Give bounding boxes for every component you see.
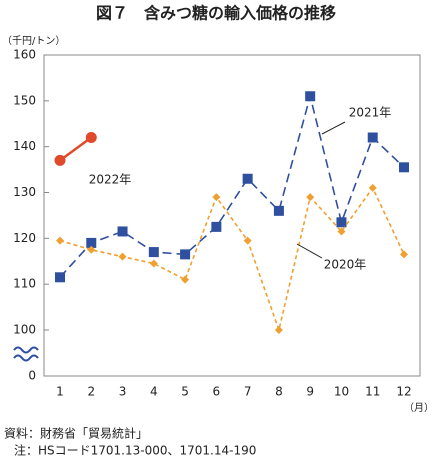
marker: [86, 237, 97, 248]
marker: [211, 221, 222, 232]
x-tick-label: 12: [396, 385, 411, 399]
leader-line: [296, 243, 323, 259]
marker: [148, 247, 159, 258]
y-unit: （千円/トン）: [2, 35, 65, 47]
marker: [305, 91, 316, 102]
x-tick-label: 10: [334, 385, 349, 399]
series-label: 2022年: [89, 173, 132, 187]
marker: [273, 205, 284, 216]
note: 注：HSコード1701.13-000、1701.14-190: [14, 443, 256, 458]
series-line: [59, 186, 405, 333]
y-tick-label: 150: [13, 93, 36, 107]
marker: [56, 236, 64, 245]
x-tick-label: 3: [119, 385, 127, 399]
marker: [243, 236, 252, 245]
x-unit: （月）: [404, 402, 432, 414]
marker: [274, 326, 283, 334]
marker: [85, 132, 97, 143]
marker: [399, 162, 409, 173]
marker: [180, 249, 191, 260]
marker: [55, 272, 65, 283]
leader-line: [321, 121, 346, 135]
source: 資料：財務省「貿易統計」: [4, 426, 148, 441]
x-tick-label: 2: [87, 385, 95, 399]
series-label: 2021年: [349, 106, 392, 120]
y-tick-label: 0: [28, 369, 36, 383]
y-tick-label: 120: [13, 231, 36, 245]
marker: [242, 173, 253, 184]
marker: [181, 275, 190, 284]
y-tick-label: 110: [13, 277, 36, 291]
marker: [337, 227, 346, 236]
y-tick-label: 100: [13, 323, 36, 337]
x-tick-label: 6: [213, 385, 221, 399]
x-tick-label: 1: [56, 385, 64, 399]
axis-break: [13, 343, 42, 365]
marker: [118, 252, 127, 261]
x-tick-label: 8: [275, 385, 283, 399]
y-tick-label: 130: [13, 185, 36, 199]
marker: [368, 183, 377, 192]
series-label: 2020年: [324, 258, 367, 272]
x-tick-label: 5: [181, 385, 189, 399]
marker: [149, 259, 158, 268]
y-tick-label: 160: [13, 48, 36, 62]
marker: [306, 193, 315, 202]
series-line: [59, 136, 93, 162]
marker: [87, 245, 96, 254]
plot-frame: [43, 54, 421, 377]
x-tick-label: 11: [365, 385, 380, 399]
marker: [367, 132, 378, 143]
x-tick-label: 4: [150, 385, 158, 399]
series-line: [59, 93, 405, 278]
x-tick-label: 7: [244, 385, 252, 399]
marker: [54, 154, 66, 166]
x-tick-label: 9: [306, 385, 314, 399]
chart-title: 図７ 含みつ糖の輸入価格の推移: [96, 4, 336, 23]
marker: [117, 226, 128, 237]
marker: [336, 217, 347, 228]
marker: [400, 250, 408, 259]
y-tick-label: 140: [13, 139, 36, 153]
marker: [212, 193, 221, 202]
